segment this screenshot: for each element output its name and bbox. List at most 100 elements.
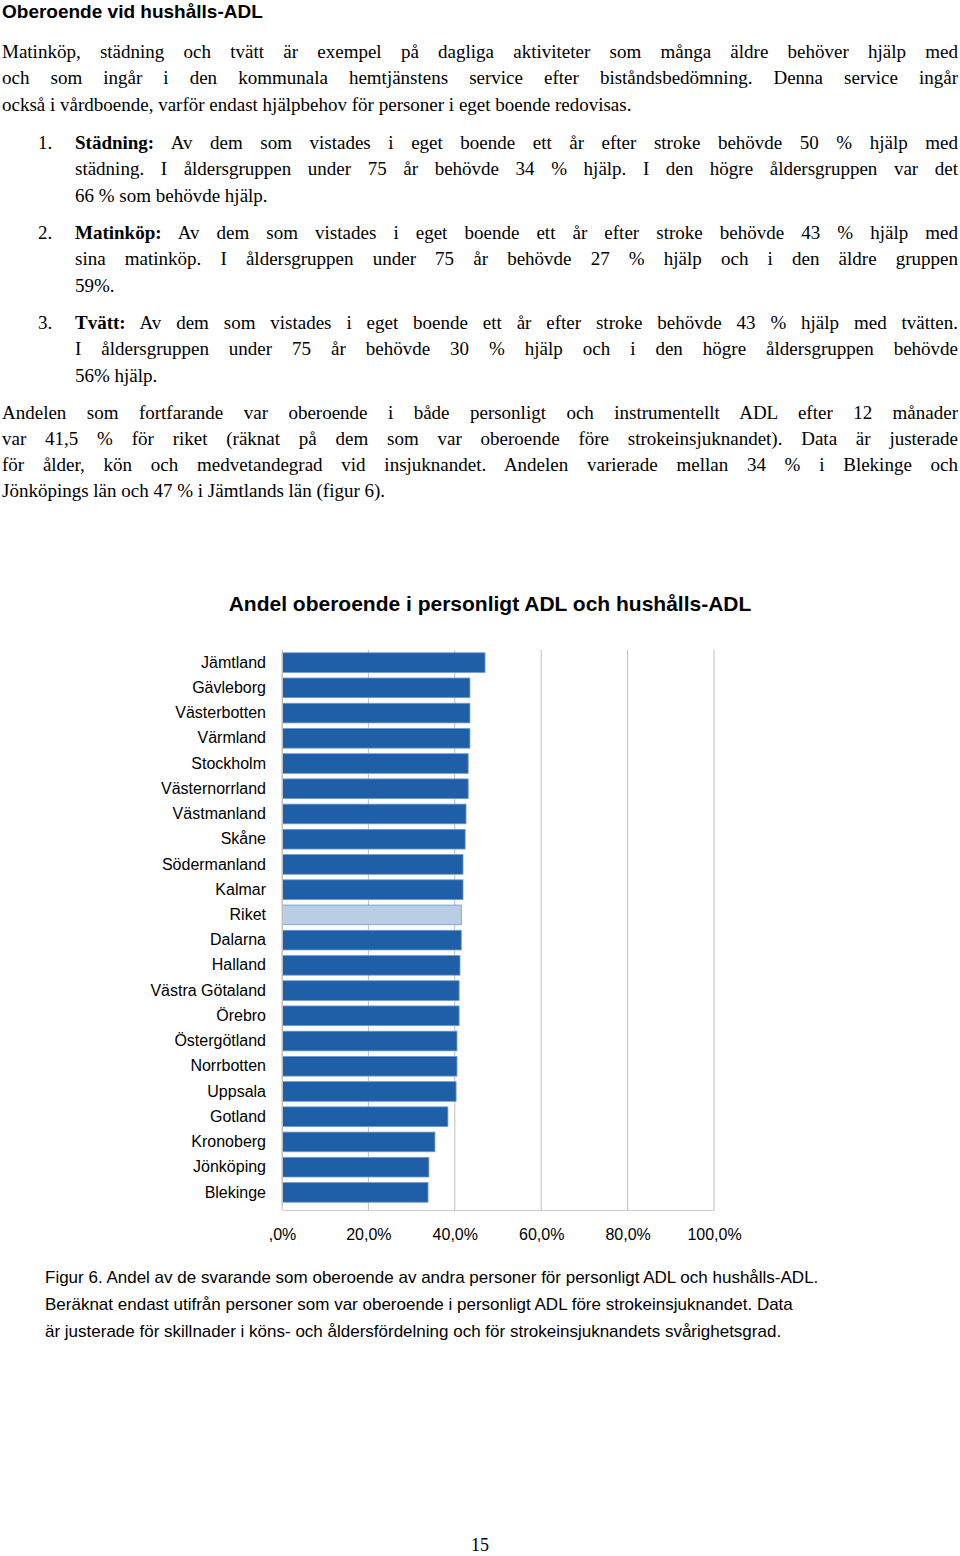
page-number: 15 [460,1532,500,1556]
y-axis: Jämtland Gävleborg Västerbotten Värmland Sto… [150,651,282,1206]
bar [282,930,461,950]
grid [282,650,714,1210]
text: för ålder, kön och medvetandegrad vid in… [2,454,958,475]
category-label: Örebro [216,1007,266,1024]
grid-line [541,650,542,1210]
space [162,222,178,243]
text: 56% hjälp. [75,365,157,386]
tick: Dalarna [210,931,282,948]
category-label: Västernorrland [161,780,266,797]
category-label: Skåne [221,830,266,847]
text-line: Jönköpings län och 47 % i Jämtlands län … [2,478,958,504]
tick-label: 100,0% [687,1226,741,1243]
text: Av dem som vistades i eget boende ett år… [178,222,958,243]
category-label: Gävleborg [192,679,266,696]
tick: Södermanland [162,856,282,873]
axis-line [282,651,283,1206]
tick-label: 60,0% [519,1226,564,1243]
bar [282,829,465,849]
text: var 41,5 % för riket (räknat på dem som … [2,428,958,449]
bar [282,779,468,799]
heading: Oberoende vid hushålls-ADL [2,0,263,24]
chart-title: Andel oberoende i personligt ADL och hus… [229,592,752,615]
text-line: Beräknat endast utifrån personer som var… [45,1292,957,1318]
bar [282,1031,457,1051]
text-line: Städning: Av dem som vistades i eget boe… [75,130,958,156]
category-label: Värmland [198,729,266,746]
text: Matinköp, städning och tvätt är exempel … [2,41,958,62]
tick: Västmanland [173,805,282,822]
text-line: städning. I åldersgruppen under 75 år be… [75,156,958,182]
tick: 100,0% [687,1210,741,1243]
category-label: Gotland [210,1108,266,1125]
page: Andel oberoende i personligt ADL och hus… [0,0,960,1556]
text-line: var 41,5 % för riket (räknat på dem som … [2,426,958,452]
category-label: Stockholm [191,755,266,772]
text: Av dem som vistades i eget boende ett år… [139,312,958,333]
text: Av dem som vistades i eget boende ett år… [171,132,958,153]
text-line: Andelen som fortfarande var oberoende i … [2,400,958,426]
tick: 60,0% [519,1210,564,1243]
list-number: 2. [38,220,52,246]
category-label: Dalarna [210,931,266,948]
grid-line [282,650,283,1210]
category-label: Halland [212,956,266,973]
text-line: Matinköp: Av dem som vistades i eget boe… [75,220,958,246]
category-label: Östergötland [174,1032,266,1049]
text: Andelen som fortfarande var oberoende i … [2,402,958,423]
text: 66 % som behövde hjälp. [75,185,268,206]
list-number: 1. [38,130,52,156]
text: är justerade för skillnader i köns- och … [45,1322,781,1341]
category-label: Jämtland [201,654,266,671]
text-line: Figur 6. Andel av de svarande som oberoe… [45,1265,957,1291]
text-line: 59%. [75,273,958,299]
tick: Riket [230,906,282,923]
tick: Stockholm [191,755,282,772]
label: Tvätt: [75,312,126,333]
list-number: 3. [38,310,52,336]
tick: Värmland [198,729,282,746]
label: Städning: [75,132,154,153]
text-line: också i vårdboende, varför endast hjälpb… [2,92,958,118]
bar [282,956,460,976]
text: sina matinköp. I åldersgruppen under 75 … [75,248,958,269]
category-label: Västra Götaland [150,982,266,999]
text: städning. I åldersgruppen under 75 år be… [75,158,958,179]
bar [282,804,466,824]
bar [282,1082,456,1102]
text-line: och som ingår i den kommunala hemtjänste… [2,65,958,91]
bar [282,880,463,900]
bar [282,855,463,875]
space [126,312,140,333]
bar [282,703,470,723]
category-label: Blekinge [205,1184,266,1201]
bar [282,905,461,925]
category-label: Uppsala [207,1083,266,1100]
tick: Västernorrland [161,780,282,797]
text-line: är justerade för skillnader i köns- och … [45,1319,957,1345]
tick-label: ,0% [269,1226,297,1243]
category-label: Riket [230,906,267,923]
text-line: 66 % som behövde hjälp. [75,183,958,209]
category-label: Jönköping [193,1158,266,1175]
bar [282,1183,428,1203]
category-label: Västmanland [173,805,266,822]
text: Figur 6. Andel av de svarande som oberoe… [45,1268,818,1287]
text: också i vårdboende, varför endast hjälpb… [2,94,631,115]
tick: Kronoberg [191,1133,282,1150]
text-line: I åldersgruppen under 75 år behövde 30 %… [75,336,958,362]
text: Beräknat endast utifrån personer som var… [45,1295,793,1314]
bar [282,1107,448,1127]
text: Jönköpings län och 47 % i Jämtlands län … [2,480,385,501]
grid-line [627,650,628,1210]
bar [282,1006,459,1026]
category-label: Västerbotten [175,704,266,721]
text-line: sina matinköp. I åldersgruppen under 75 … [75,246,958,272]
text-line: Tvätt: Av dem som vistades i eget boende… [75,310,958,336]
tick: Kalmar [215,881,282,898]
text-line: Matinköp, städning och tvätt är exempel … [2,39,958,65]
tick-label: 80,0% [605,1226,650,1243]
tick: 20,0% [346,1210,391,1243]
axis-line [283,1210,715,1211]
tick: 80,0% [605,1210,650,1243]
